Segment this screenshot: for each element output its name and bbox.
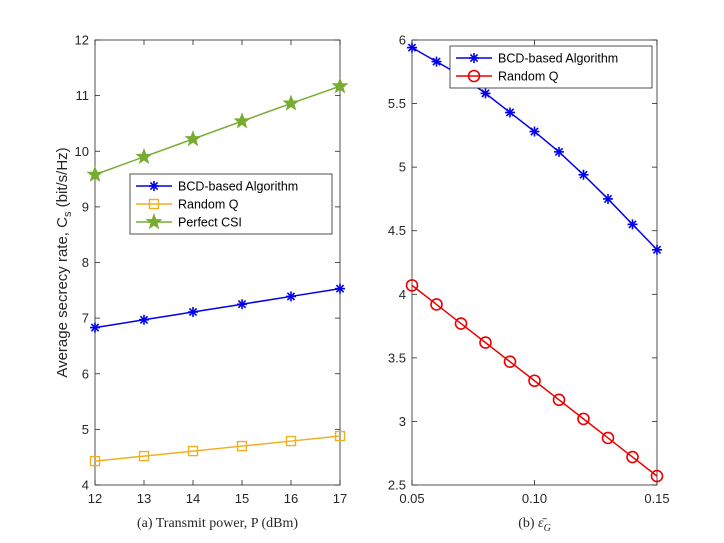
data-point (334, 430, 346, 442)
data-point (285, 435, 297, 447)
legend-marker (145, 213, 163, 230)
series-line-1 (94, 435, 341, 462)
x-tick-label: 15 (235, 491, 249, 506)
data-point (454, 317, 468, 330)
data-point (650, 469, 664, 483)
y-tick-label: 7 (82, 311, 89, 326)
y-tick-label: 3 (399, 414, 406, 429)
legend: BCD-based Algorithm Random Q Perfect CSI (129, 173, 333, 235)
y-tick-label: 10 (75, 144, 89, 159)
x-axis-label: (b) ε̄G (518, 516, 551, 534)
data-point (233, 112, 251, 129)
x-tick-label: 0.15 (644, 491, 669, 506)
legend-box (449, 45, 653, 89)
data-point (503, 355, 517, 368)
data-point (652, 244, 662, 255)
data-point (187, 445, 199, 457)
y-tick-label: 5.5 (388, 96, 406, 111)
data-point (86, 165, 104, 182)
series-line-2 (94, 85, 341, 176)
data-point (236, 440, 248, 452)
x-tick-label: 16 (284, 491, 298, 506)
data-point (135, 147, 153, 165)
data-point (627, 219, 638, 230)
data-point (89, 455, 101, 467)
data-point (335, 283, 345, 294)
data-point (554, 146, 564, 157)
y-tick-label: 4.5 (388, 223, 406, 238)
data-point (529, 126, 540, 137)
y-tick-label: 4 (399, 287, 406, 302)
data-point (405, 279, 419, 292)
legend-label: BCD-based Algorithm (498, 52, 618, 66)
data-point (528, 374, 541, 388)
plot-b-epsilon: 0.05 0.10 0.15 2.5 3 3.5 4 4.5 5 5.5 6 BCD-based Al… (388, 33, 670, 535)
legend-marker (149, 181, 159, 191)
legend-label: Random Q (498, 70, 559, 84)
data-point (626, 450, 639, 464)
x-tick-label: 14 (186, 491, 200, 506)
legend-marker (148, 198, 160, 210)
data-point (577, 412, 590, 426)
data-point (430, 298, 443, 311)
y-tick-label: 3.5 (388, 350, 406, 365)
data-point (407, 42, 417, 53)
plot-a-transmit-power: 12 13 14 15 16 17 4 5 6 7 8 9 10 11 12 BCD-based Algori… (54, 33, 349, 531)
y-tick-label: 5 (82, 422, 89, 437)
legend-label: Perfect CSI (178, 216, 242, 230)
data-point (286, 291, 296, 302)
y-axis-label-main: Average secrecy rate, C (54, 217, 71, 378)
data-point (138, 450, 150, 462)
y-tick-label: 6 (82, 366, 89, 381)
data-point (505, 107, 515, 118)
x-axis-label-symbol: ε̄ (538, 516, 548, 531)
x-axis-label-sub: G (544, 523, 551, 534)
data-point (331, 77, 349, 94)
y-axis-label: Average secrecy rate, Cs (bit/s/Hz) (54, 147, 74, 377)
legend-marker (467, 69, 481, 83)
plot-area (411, 39, 658, 486)
data-point (552, 393, 566, 407)
y-tick-label: 9 (82, 199, 89, 214)
data-point (479, 336, 492, 349)
y-tick-label: 2.5 (388, 478, 406, 493)
y-axis-label-sub: s (62, 211, 74, 217)
y-tick-label: 8 (82, 255, 89, 270)
data-point (139, 314, 149, 325)
data-point (282, 94, 300, 111)
data-point (480, 88, 491, 99)
series-line-1 (411, 284, 658, 477)
data-point (431, 56, 442, 67)
y-tick-label: 4 (82, 478, 89, 493)
data-point (188, 307, 198, 318)
legend-label: BCD-based Algorithm (178, 180, 298, 194)
x-tick-label: 12 (88, 491, 102, 506)
data-point (237, 299, 247, 310)
data-point (184, 130, 202, 147)
legend-marker (469, 53, 479, 63)
y-tick-label: 5 (399, 160, 406, 175)
x-tick-label: 13 (137, 491, 151, 506)
data-point (90, 322, 100, 333)
x-axis-label-prefix: (b) (518, 516, 538, 531)
data-point (603, 193, 613, 204)
y-tick-label: 6 (399, 33, 406, 48)
legend-label: Random Q (178, 198, 239, 212)
data-point (601, 431, 615, 445)
plot-area (94, 39, 341, 486)
legend: BCD-based Algorithm Random Q (449, 45, 653, 89)
x-axis-label: (a) Transmit power, P (dBm) (137, 516, 298, 531)
y-axis-label-unit: (bit/s/Hz) (54, 147, 71, 211)
x-tick-label: 17 (333, 491, 347, 506)
x-tick-label: 0.10 (522, 491, 547, 506)
x-tick-label: 0.05 (399, 491, 424, 506)
y-tick-label: 11 (76, 88, 90, 103)
series-line-0 (94, 287, 341, 329)
y-tick-label: 12 (75, 33, 89, 48)
data-point (578, 169, 589, 180)
